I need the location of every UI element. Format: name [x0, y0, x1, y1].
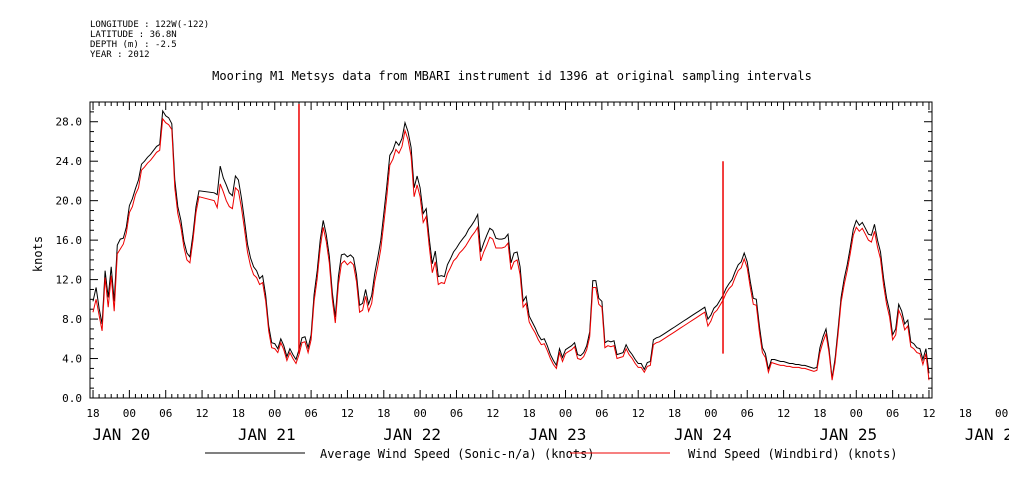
latitude-label: LATITUDE : 36.8N	[90, 30, 177, 40]
x-tick-label: 00	[850, 407, 863, 420]
x-day-label: JAN 23	[529, 425, 587, 444]
depth-label: DEPTH (m) : -2.5	[90, 40, 177, 50]
longitude-label: LONGITUDE : 122W(-122)	[90, 20, 210, 30]
x-tick-label: 06	[159, 407, 172, 420]
x-tick-label: 00	[268, 407, 281, 420]
x-tick-label: 18	[377, 407, 390, 420]
x-tick-label: 06	[886, 407, 899, 420]
x-tick-label: 12	[632, 407, 645, 420]
x-tick-label: 06	[595, 407, 608, 420]
y-tick-label: 20.0	[56, 195, 83, 208]
metadata-block: LONGITUDE : 122W(-122) LATITUDE : 36.8N DE…	[90, 20, 209, 60]
y-tick-label: 16.0	[56, 234, 83, 247]
x-tick-label: 12	[922, 407, 935, 420]
x-tick-label: 00	[414, 407, 427, 420]
x-tick-label: 00	[123, 407, 136, 420]
x-tick-label: 18	[959, 407, 972, 420]
x-day-label: JAN 26	[965, 425, 1009, 444]
year-label: YEAR : 2012	[90, 50, 150, 60]
x-tick-label: 18	[523, 407, 536, 420]
y-tick-label: 8.0	[62, 313, 82, 326]
legend: Average Wind Speed (Sonic-n/a) (knots) W…	[205, 447, 898, 461]
y-axis-label: knots	[31, 236, 45, 272]
x-tick-label: 12	[195, 407, 208, 420]
x-tick-label: 00	[559, 407, 572, 420]
x-day-label: JAN 22	[383, 425, 441, 444]
x-tick-label: 00	[995, 407, 1008, 420]
x-tick-label: 00	[704, 407, 717, 420]
x-tick-label: 12	[486, 407, 499, 420]
chart-title: Mooring M1 Metsys data from MBARI instru…	[212, 69, 812, 83]
x-tick-label: 12	[777, 407, 790, 420]
legend-label-sonic: Average Wind Speed (Sonic-n/a) (knots)	[320, 447, 595, 461]
x-day-label: JAN 21	[238, 425, 296, 444]
x-tick-label: 06	[450, 407, 463, 420]
legend-label-windbird: Wind Speed (Windbird) (knots)	[688, 447, 898, 461]
x-day-label: JAN 24	[674, 425, 732, 444]
x-tick-label: 18	[232, 407, 245, 420]
axes: 0.0 4.0 8.0 12.0 16.0 20.0 24.0 28.0 18 00 06 12 18 0…	[56, 101, 1009, 444]
y-tick-label: 4.0	[62, 353, 82, 366]
x-tick-label: 18	[86, 407, 99, 420]
x-tick-label: 06	[741, 407, 754, 420]
series-line-sonic	[92, 109, 930, 379]
x-tick-label: 06	[304, 407, 317, 420]
x-tick-label: 12	[341, 407, 354, 420]
series-line-windbird	[92, 117, 930, 381]
x-day-label: JAN 25	[819, 425, 877, 444]
y-tick-label: 0.0	[62, 392, 82, 405]
x-tick-label: 18	[813, 407, 826, 420]
x-tick-label: 18	[668, 407, 681, 420]
y-tick-label: 28.0	[56, 116, 83, 129]
series-layer	[92, 103, 930, 381]
x-day-label: JAN 20	[92, 425, 150, 444]
y-tick-label: 12.0	[56, 274, 83, 287]
plot-frame	[89, 101, 933, 399]
y-tick-label: 24.0	[56, 155, 83, 168]
